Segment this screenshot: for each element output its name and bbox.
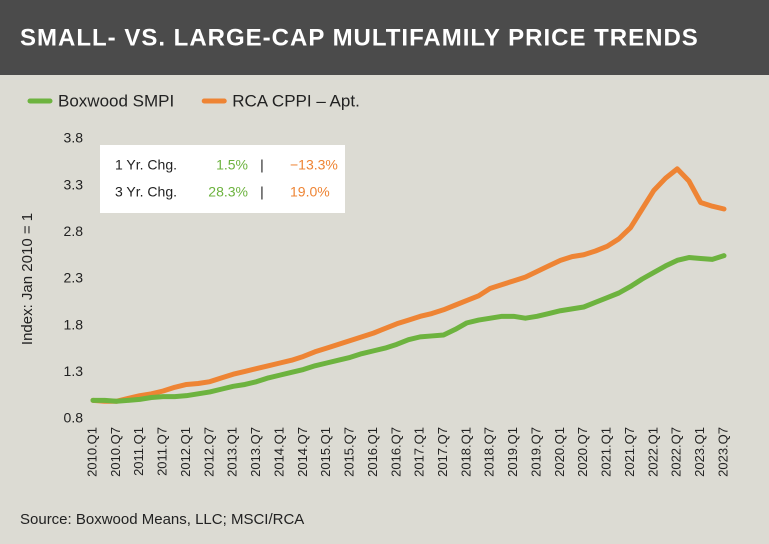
- stats-box: [100, 145, 345, 213]
- x-tick-label: 2012.Q1: [178, 427, 193, 477]
- x-tick-label: 2023.Q7: [715, 427, 730, 477]
- x-tick-label: 2020.Q1: [552, 427, 567, 477]
- x-tick-label: 2016.Q1: [365, 427, 380, 477]
- y-tick-label: 1.3: [64, 363, 84, 379]
- x-tick-label: 2021.Q1: [599, 427, 614, 477]
- x-tick-label: 2023.Q1: [692, 427, 707, 477]
- header-band: [0, 0, 769, 75]
- source: Source: Boxwood Means, LLC; MSCI/RCA: [20, 511, 304, 528]
- x-tick-label: 2018.Q1: [458, 427, 473, 477]
- x-tick-label: 2010.Q1: [84, 427, 99, 477]
- stats-cell: 1 Yr. Chg.: [115, 157, 177, 173]
- stats-cell: 3 Yr. Chg.: [115, 184, 177, 200]
- x-tick-label: 2017.Q1: [412, 427, 427, 477]
- y-tick-label: 3.8: [64, 130, 84, 146]
- x-tick-label: 2018.Q7: [482, 427, 497, 477]
- legend-label: RCA CPPI – Apt.: [232, 91, 360, 110]
- x-tick-label: 2012.Q7: [201, 427, 216, 477]
- x-tick-label: 2020.Q7: [575, 427, 590, 477]
- x-tick-label: 2022.Q1: [645, 427, 660, 477]
- y-tick-label: 2.8: [64, 223, 84, 239]
- legend-label: Boxwood SMPI: [58, 91, 174, 110]
- x-tick-label: 2016.Q7: [388, 427, 403, 477]
- x-tick-label: 2015.Q1: [318, 427, 333, 477]
- stats-cell: 28.3%: [208, 184, 248, 200]
- x-tick-label: 2013.Q1: [225, 427, 240, 477]
- stats-cell: |: [260, 157, 264, 173]
- x-tick-label: 2011.Q1: [131, 427, 146, 476]
- y-tick-label: 1.8: [64, 316, 84, 332]
- x-tick-label: 2013.Q7: [248, 427, 263, 477]
- chart-title: SMALL- VS. LARGE-CAP MULTIFAMILY PRICE T…: [20, 24, 699, 51]
- series-line: [90, 166, 727, 404]
- y-tick-label: 3.3: [64, 176, 84, 192]
- y-axis-label: Index: Jan 2010 = 1: [19, 213, 36, 345]
- x-tick-label: 2021.Q7: [622, 427, 637, 477]
- stats-cell: 1.5%: [216, 157, 248, 173]
- x-tick-label: 2014.Q1: [271, 427, 286, 477]
- x-tick-label: 2011.Q7: [155, 427, 170, 476]
- x-tick-label: 2014.Q7: [295, 427, 310, 477]
- stats-cell: −13.3%: [290, 157, 338, 173]
- y-tick-label: 2.3: [64, 270, 84, 286]
- x-tick-label: 2017.Q7: [435, 427, 450, 477]
- x-tick-label: 2019.Q7: [528, 427, 543, 477]
- x-tick-label: 2010.Q7: [108, 427, 123, 477]
- y-tick-label: 0.8: [64, 410, 84, 426]
- x-tick-label: 2019.Q1: [505, 427, 520, 477]
- x-tick-label: 2015.Q7: [342, 427, 357, 477]
- series-line: [90, 253, 727, 404]
- stats-cell: |: [260, 184, 264, 200]
- x-tick-label: 2022.Q7: [669, 427, 684, 477]
- stats-cell: 19.0%: [290, 184, 330, 200]
